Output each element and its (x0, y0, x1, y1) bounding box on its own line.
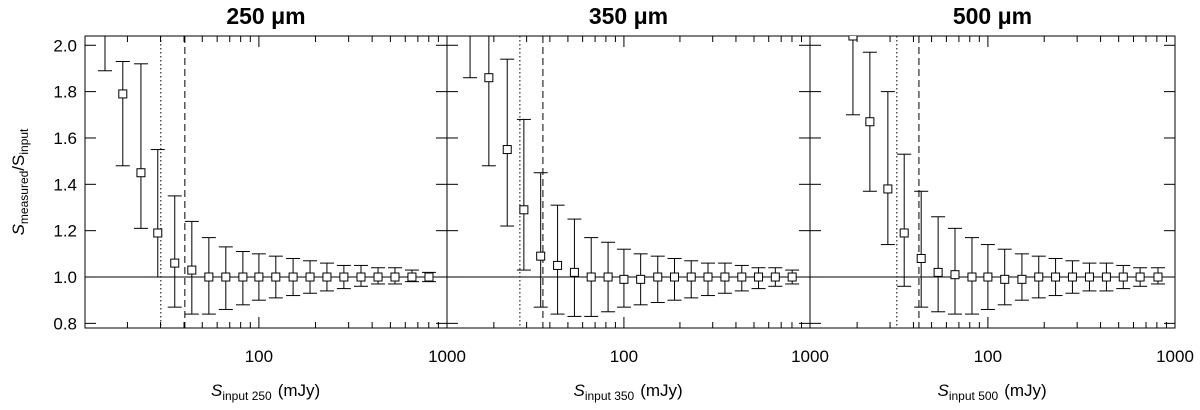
data-point (136, 168, 146, 178)
data-point (502, 145, 512, 155)
data-point (390, 272, 400, 282)
data-point (1153, 272, 1163, 282)
data-point (305, 272, 315, 282)
data-point (1017, 274, 1027, 284)
y-label-symbol: /S (9, 155, 28, 171)
data-point (703, 272, 713, 282)
y-tick-label: 1.4 (53, 175, 77, 194)
data-point (536, 251, 546, 261)
data-point (1118, 272, 1128, 282)
x-tick-label: 1000 (791, 347, 829, 366)
data-point (983, 272, 993, 282)
data-point (356, 272, 366, 282)
data-point (1000, 274, 1010, 284)
x-axis-label: Sinput 350 (mJy) (574, 381, 683, 403)
data-point (1051, 272, 1061, 282)
data-point (271, 272, 281, 282)
x-tick-label: 1000 (1156, 347, 1194, 366)
data-point (653, 272, 663, 282)
data-point (204, 272, 214, 282)
x-axis-label: Sinput 250 (mJy) (211, 381, 320, 403)
x-label-unit: (mJy) (278, 381, 320, 400)
data-point (899, 228, 909, 238)
data-point (586, 272, 596, 282)
x-tick-label: 1000 (428, 347, 466, 366)
x-tick-label: 100 (610, 347, 638, 366)
data-point (484, 73, 494, 83)
data-point (1101, 272, 1111, 282)
y-label-symbol: S (9, 223, 28, 235)
x-label-subscript: input 350 (585, 389, 635, 403)
data-point (1067, 272, 1077, 282)
data-point (603, 272, 613, 282)
y-axis-label: Smeasured/Sinput (9, 128, 31, 235)
plot-frame (446, 35, 811, 329)
data-point (967, 272, 977, 282)
x-label-unit: (mJy) (1004, 381, 1046, 400)
y-label-subscript: input (17, 128, 31, 155)
data-point (322, 272, 332, 282)
x-label-subscript: input 250 (222, 389, 272, 403)
y-tick-label: 2.0 (53, 36, 77, 55)
data-point (118, 89, 128, 99)
data-point (254, 272, 264, 282)
plot-frame (809, 35, 1176, 329)
data-point (883, 184, 893, 194)
data-point (288, 272, 298, 282)
data-point (1034, 272, 1044, 282)
y-tick-label: 1.0 (53, 268, 77, 287)
y-label-subscript: measured (17, 171, 31, 224)
data-point (187, 265, 197, 275)
data-point (916, 253, 926, 263)
x-tick-label: 100 (245, 347, 273, 366)
x-label-symbol: S (938, 381, 950, 400)
panel-title: 350 μm (589, 3, 668, 29)
data-point (519, 205, 529, 215)
y-tick-label: 1.6 (53, 129, 77, 148)
data-point (933, 267, 943, 277)
panel-title: 250 μm (226, 3, 305, 29)
data-point (848, 36, 858, 41)
data-point (865, 117, 875, 127)
data-point (770, 272, 780, 282)
data-point (238, 272, 248, 282)
data-point (1135, 272, 1145, 282)
data-point (153, 228, 163, 238)
data-point (619, 274, 629, 284)
data-point (754, 272, 764, 282)
y-tick-label: 0.8 (53, 314, 77, 333)
data-point (221, 272, 231, 282)
plot-area (85, 36, 447, 328)
data-point (950, 270, 960, 280)
y-tick-label: 1.8 (53, 83, 77, 102)
y-tick-label: 1.2 (53, 222, 77, 241)
data-point (170, 258, 180, 268)
data-point (737, 272, 747, 282)
data-point (424, 272, 434, 282)
data-point (1084, 272, 1094, 282)
data-point (670, 272, 680, 282)
x-label-unit: (mJy) (640, 381, 682, 400)
panel: 250 μm 100 1000 0.8 1.0 1.2 1.4 1.6 1.8 2.0 Sinput… (9, 3, 466, 403)
panel-title: 500 μm (953, 3, 1032, 29)
x-axis-label: Sinput 500 (mJy) (938, 381, 1047, 403)
x-tick-label: 100 (974, 347, 1002, 366)
data-point (553, 260, 563, 270)
data-point (636, 274, 646, 284)
plot-area (447, 36, 810, 328)
x-label-symbol: S (211, 381, 223, 400)
panel: 350 μm 100 1000 Sinput 350 (mJy) (446, 3, 829, 403)
data-point (686, 272, 696, 282)
plot-area (810, 36, 1175, 328)
panel: 500 μm 100 1000 Sinput 500 (mJy) (809, 3, 1194, 403)
data-point (339, 272, 349, 282)
data-point (720, 272, 730, 282)
x-label-subscript: input 500 (949, 389, 999, 403)
x-label-symbol: S (574, 381, 586, 400)
data-point (787, 272, 797, 282)
data-point (407, 272, 417, 282)
data-point (569, 267, 579, 277)
data-point (373, 272, 383, 282)
